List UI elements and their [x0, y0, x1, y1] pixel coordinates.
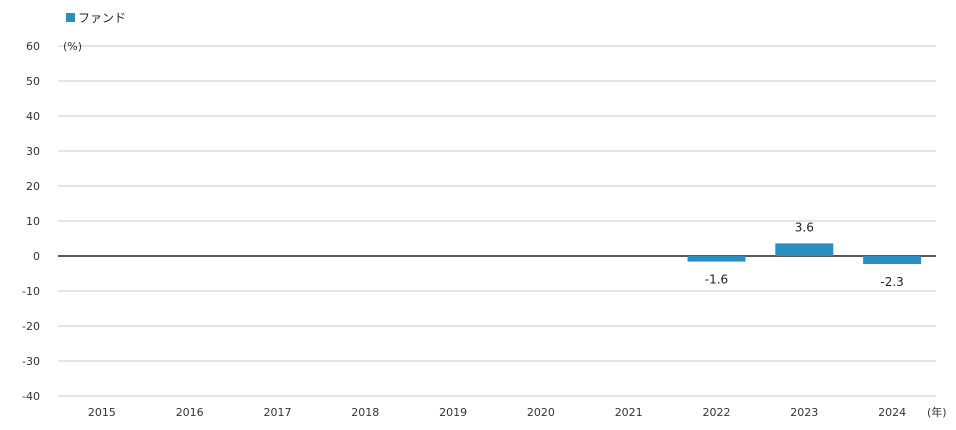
- y-tick-label: -40: [22, 390, 40, 403]
- data-label-2022: -1.6: [705, 273, 728, 287]
- bar-2023: [775, 243, 834, 256]
- legend: ファンド: [66, 11, 126, 25]
- x-tick-label: 2016: [176, 406, 204, 419]
- x-axis-unit: (年): [927, 405, 947, 419]
- y-tick-label: -10: [22, 285, 40, 298]
- x-tick-label: 2017: [264, 406, 292, 419]
- y-axis-tick-labels: 60 50 40 30 20 10 0 -10 -20 -30 -40: [22, 40, 40, 403]
- y-tick-label: 20: [26, 180, 40, 193]
- legend-swatch-fund: [66, 13, 75, 22]
- data-labels: -1.6 3.6 -2.3: [705, 220, 904, 289]
- bar-2022: [687, 256, 746, 262]
- x-tick-label: 2015: [88, 406, 116, 419]
- x-tick-label: 2020: [527, 406, 555, 419]
- x-axis-tick-labels: 2015 2016 2017 2018 2019 2020 2021 2022 2023 2024: [88, 406, 906, 419]
- bars: [687, 243, 922, 265]
- y-tick-label: -20: [22, 320, 40, 333]
- bar-2024: [863, 256, 922, 265]
- y-axis-unit: (%): [63, 40, 82, 53]
- x-tick-label: 2024: [878, 406, 906, 419]
- x-tick-label: 2021: [615, 406, 643, 419]
- x-tick-label: 2022: [703, 406, 731, 419]
- data-label-2024: -2.3: [880, 275, 903, 289]
- y-tick-label: 50: [26, 75, 40, 88]
- data-label-2023: 3.6: [795, 220, 814, 234]
- y-tick-label: 10: [26, 215, 40, 228]
- y-tick-label: 30: [26, 145, 40, 158]
- y-tick-label: -30: [22, 355, 40, 368]
- x-tick-label: 2018: [351, 406, 379, 419]
- x-tick-label: 2023: [790, 406, 818, 419]
- gridlines: [58, 45, 936, 397]
- y-tick-label: 40: [26, 110, 40, 123]
- y-tick-label: 0: [33, 250, 40, 263]
- y-tick-label: 60: [26, 40, 40, 53]
- legend-label-fund: ファンド: [78, 11, 126, 25]
- x-tick-label: 2019: [439, 406, 467, 419]
